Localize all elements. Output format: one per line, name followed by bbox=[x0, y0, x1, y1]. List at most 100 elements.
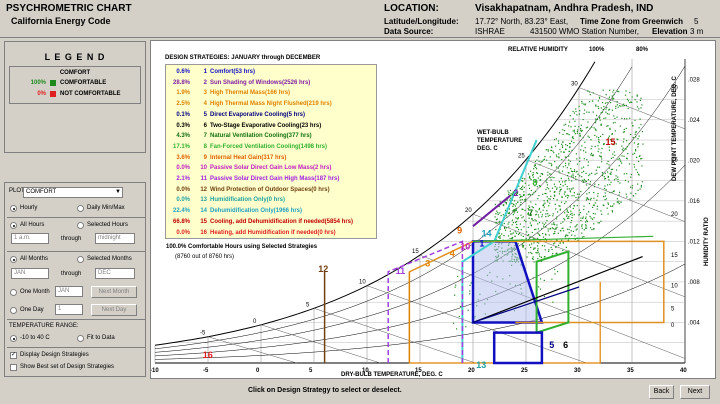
data-point bbox=[625, 90, 627, 92]
data-point bbox=[623, 173, 625, 175]
elevation-value: 3 m bbox=[690, 27, 704, 36]
range-10-40-radio[interactable] bbox=[10, 335, 17, 342]
data-point bbox=[591, 229, 593, 231]
data-point bbox=[581, 176, 583, 178]
data-point bbox=[507, 235, 510, 237]
data-point bbox=[548, 188, 550, 190]
data-point bbox=[612, 98, 614, 100]
data-point bbox=[590, 152, 593, 154]
data-point bbox=[592, 228, 595, 230]
strategy-pct: 1.9% bbox=[176, 90, 190, 97]
data-point bbox=[569, 146, 571, 148]
month-select[interactable]: JAN bbox=[55, 286, 83, 297]
show-best-checkbox[interactable] bbox=[10, 364, 17, 371]
next-month-button[interactable]: Next Month bbox=[91, 286, 137, 298]
data-point bbox=[589, 215, 591, 217]
to-hour-select[interactable]: midnight bbox=[95, 233, 135, 244]
next-button[interactable]: Next bbox=[680, 385, 710, 399]
data-point bbox=[536, 181, 538, 183]
data-point bbox=[512, 222, 514, 224]
data-point bbox=[524, 198, 527, 200]
from-hour-select[interactable]: 1 a.m. bbox=[11, 233, 49, 244]
data-point bbox=[536, 186, 538, 188]
data-point bbox=[621, 145, 623, 147]
display-strategies-checkbox[interactable]: ✓ bbox=[10, 352, 17, 359]
data-point bbox=[586, 193, 588, 195]
strategy-name: Internal Heat Gain(317 hrs) bbox=[210, 154, 287, 161]
selected-hours-radio[interactable] bbox=[77, 222, 84, 229]
data-point bbox=[530, 224, 532, 226]
data-point bbox=[577, 173, 579, 175]
back-button[interactable]: Back bbox=[649, 385, 674, 399]
data-point bbox=[583, 158, 585, 160]
all-months-radio[interactable] bbox=[10, 256, 17, 263]
data-point bbox=[551, 187, 554, 189]
data-point bbox=[611, 97, 613, 99]
one-month-radio[interactable] bbox=[10, 289, 17, 296]
selected-months-radio[interactable] bbox=[77, 256, 84, 263]
data-point bbox=[575, 108, 577, 110]
data-point bbox=[625, 148, 627, 150]
data-point bbox=[585, 172, 587, 174]
data-point bbox=[617, 90, 619, 92]
data-point bbox=[510, 197, 512, 199]
data-point bbox=[588, 101, 591, 103]
data-point bbox=[546, 187, 548, 189]
to-month-select[interactable]: DEC bbox=[95, 268, 135, 279]
data-point bbox=[576, 158, 578, 160]
data-point bbox=[565, 156, 567, 158]
data-point bbox=[583, 166, 585, 168]
data-point bbox=[546, 199, 549, 201]
chevron-down-icon[interactable]: ▼ bbox=[115, 189, 121, 195]
data-point bbox=[601, 111, 603, 113]
one-day-radio[interactable] bbox=[10, 307, 17, 314]
data-point bbox=[630, 101, 632, 103]
data-point bbox=[538, 233, 540, 236]
hourly-radio[interactable] bbox=[10, 205, 17, 212]
data-point bbox=[568, 217, 570, 219]
fit-to-data-radio[interactable] bbox=[77, 335, 84, 342]
data-point bbox=[641, 157, 643, 160]
data-point bbox=[585, 225, 587, 227]
data-point bbox=[530, 251, 532, 254]
data-point bbox=[508, 221, 510, 224]
station-value: 431500 WMO Station Number, bbox=[530, 27, 639, 36]
data-point bbox=[533, 247, 535, 249]
strategy-name: Cooling, add Dehumidification if needed(… bbox=[210, 218, 354, 225]
zone-label: 1 bbox=[479, 239, 484, 249]
data-point bbox=[623, 150, 625, 152]
data-point bbox=[607, 171, 609, 173]
data-point bbox=[586, 219, 588, 221]
data-point bbox=[562, 227, 564, 229]
data-point bbox=[580, 128, 582, 130]
data-point bbox=[580, 149, 582, 151]
data-point bbox=[534, 228, 536, 231]
data-point bbox=[544, 202, 546, 204]
day-select[interactable]: 1 bbox=[55, 304, 83, 315]
plot-type-select[interactable]: COMFORT bbox=[23, 187, 123, 198]
data-point bbox=[543, 200, 545, 202]
data-point bbox=[603, 106, 605, 108]
data-point bbox=[541, 228, 543, 230]
data-point bbox=[569, 226, 571, 228]
data-point bbox=[601, 175, 604, 177]
data-point bbox=[608, 179, 610, 181]
data-point bbox=[597, 193, 599, 195]
next-day-button[interactable]: Next Day bbox=[91, 304, 137, 316]
data-point bbox=[607, 125, 609, 127]
data-point bbox=[454, 286, 456, 288]
data-point bbox=[545, 188, 547, 191]
data-point bbox=[571, 214, 573, 216]
data-point bbox=[522, 246, 524, 248]
data-point bbox=[532, 172, 534, 174]
left-panel: L E G E N D COMFORT 100% COMFORTABLE 0% … bbox=[0, 38, 147, 379]
data-point bbox=[515, 207, 517, 210]
from-month-select[interactable]: JAN bbox=[11, 268, 49, 279]
all-hours-radio[interactable] bbox=[10, 222, 17, 229]
data-point bbox=[630, 173, 632, 176]
data-point bbox=[524, 209, 526, 211]
daily-minmax-radio[interactable] bbox=[77, 205, 84, 212]
data-point bbox=[558, 153, 560, 155]
data-point bbox=[591, 126, 593, 128]
